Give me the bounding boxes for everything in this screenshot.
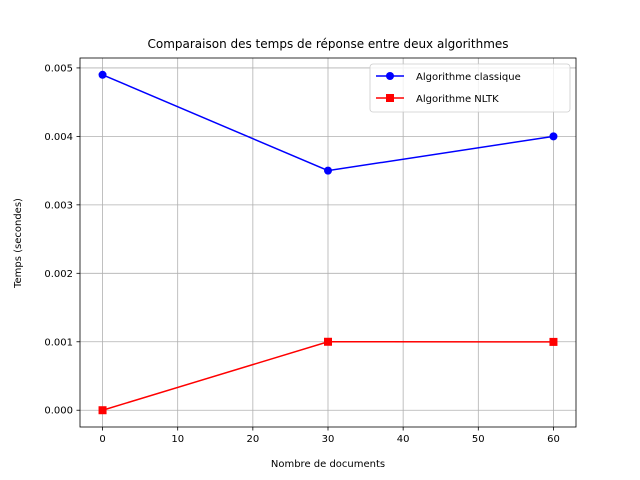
- legend-box: [369, 63, 571, 113]
- y-tick-label: 0.005: [44, 63, 73, 74]
- x-tick-label: 10: [171, 434, 184, 445]
- series-layer: [98, 70, 558, 415]
- legend-label: Algorithme classique: [416, 72, 521, 83]
- legend-marker: [386, 94, 394, 102]
- x-axis: 0 10 20 30 40 50 60: [99, 427, 560, 445]
- grid: [80, 58, 576, 427]
- legend-label: Algorithme NLTK: [416, 94, 499, 105]
- data-point: [98, 70, 107, 79]
- x-tick-label: 30: [322, 434, 335, 445]
- x-tick-label: 20: [246, 434, 259, 445]
- x-tick-label: 60: [547, 434, 560, 445]
- x-tick-label: 40: [397, 434, 410, 445]
- data-point: [549, 337, 558, 346]
- x-axis-title: Nombre de documents: [271, 459, 385, 470]
- y-tick-label: 0.002: [44, 269, 73, 280]
- chart-title: Comparaison des temps de réponse entre d…: [147, 37, 508, 51]
- legend: Algorithme classique Algorithme NLTK: [369, 63, 571, 113]
- data-point: [324, 166, 332, 175]
- y-tick-label: 0.004: [44, 132, 73, 143]
- y-tick-label: 0.000: [44, 406, 73, 417]
- x-tick-label: 0: [99, 434, 105, 445]
- data-point: [549, 132, 558, 141]
- data-point: [98, 406, 107, 415]
- y-axis: 0.000 0.001 0.002 0.003 0.004 0.005: [44, 63, 80, 417]
- x-tick-label: 50: [472, 434, 485, 445]
- y-tick-label: 0.001: [44, 337, 73, 348]
- legend-marker: [386, 72, 394, 80]
- y-tick-label: 0.003: [44, 200, 73, 211]
- y-axis-title: Temps (secondes): [13, 198, 24, 289]
- data-point: [324, 337, 332, 346]
